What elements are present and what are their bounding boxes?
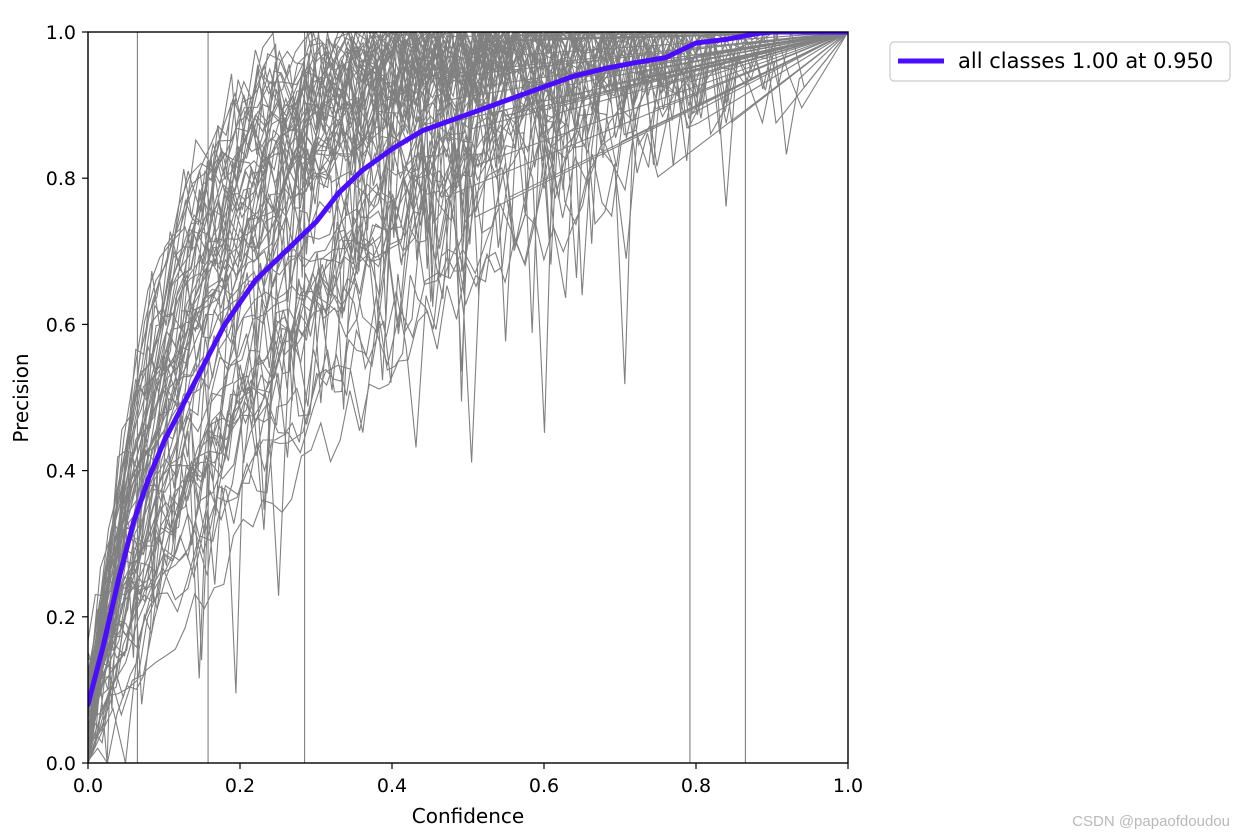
x-tick-label: 0.0	[73, 775, 103, 797]
per-class-curve	[88, 32, 848, 673]
per-class-curves	[88, 32, 848, 763]
series-line-0	[88, 32, 848, 707]
per-class-curve	[88, 32, 848, 763]
per-class-curve	[88, 32, 848, 746]
y-tick-label: 0.8	[46, 168, 76, 190]
per-class-curve	[88, 32, 848, 739]
y-tick-label: 0.2	[46, 607, 76, 629]
per-class-curve	[88, 32, 848, 763]
legend: all classes 1.00 at 0.950	[889, 41, 1231, 82]
per-class-curve	[88, 32, 848, 678]
per-class-curve	[88, 32, 848, 763]
y-tick-label: 0.0	[46, 753, 76, 775]
x-tick-label: 0.2	[225, 775, 255, 797]
per-class-curve	[88, 32, 848, 711]
y-tick-label: 0.4	[46, 461, 76, 483]
per-class-curve	[88, 32, 848, 763]
per-class-curve	[88, 32, 848, 751]
per-class-curve	[88, 32, 848, 757]
per-class-curve	[88, 32, 848, 755]
x-tick-label: 0.6	[529, 775, 559, 797]
per-class-curve	[88, 32, 848, 735]
per-class-curve	[88, 32, 848, 763]
per-class-curve	[88, 32, 848, 763]
x-tick-label: 0.8	[681, 775, 711, 797]
x-tick-label: 0.4	[377, 775, 407, 797]
y-tick-label: 0.6	[46, 314, 76, 336]
per-class-curve	[88, 32, 848, 705]
series-group	[88, 32, 848, 707]
y-axis-label: Precision	[9, 353, 33, 442]
x-axis: 0.0 0.2 0.4 0.6 0.8 1.0	[73, 763, 863, 797]
legend-entry-label: all classes 1.00 at 0.950	[958, 49, 1213, 73]
plot-frame	[87, 31, 849, 764]
per-class-curve	[88, 32, 848, 709]
x-tick-label: 1.0	[833, 775, 863, 797]
per-class-curve	[88, 32, 848, 763]
per-class-curve	[88, 32, 848, 744]
per-class-curve	[88, 32, 848, 685]
x-axis-label: Confidence	[412, 804, 524, 828]
legend-box	[889, 41, 1231, 82]
y-tick-label: 1.0	[46, 22, 76, 44]
per-class-curve	[88, 32, 848, 702]
watermark: CSDN @papaofdoudou	[1072, 813, 1230, 830]
per-class-curve	[88, 32, 848, 763]
per-class-curve	[88, 32, 848, 673]
y-axis: 0.0 0.2 0.4 0.6 0.8 1.0	[46, 22, 88, 775]
